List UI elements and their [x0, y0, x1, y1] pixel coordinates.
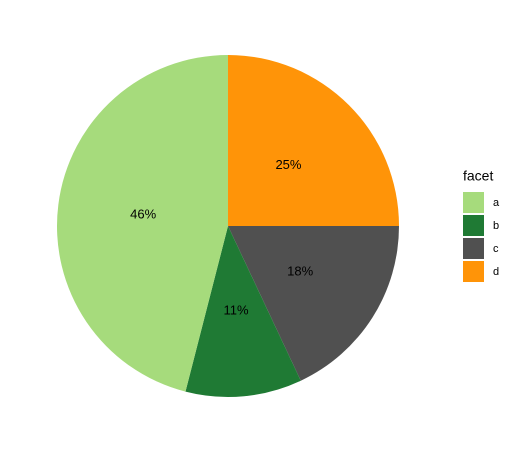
slice-label: 11%: [224, 303, 249, 318]
slice-label: 46%: [130, 207, 156, 222]
pie-slice: [228, 55, 399, 226]
legend-label: d: [493, 266, 499, 278]
legend-title: facet: [463, 168, 493, 184]
legend-label: b: [493, 220, 499, 232]
legend-label: a: [493, 197, 500, 209]
legend-key: [463, 238, 484, 259]
pie-slice: [228, 226, 399, 381]
legend-label: c: [493, 243, 499, 255]
legend-key: [463, 261, 484, 282]
legend-key: [463, 215, 484, 236]
legend-key: [463, 192, 484, 213]
pie-slice: [57, 55, 228, 392]
pie-slice: [185, 226, 301, 397]
slice-label: 25%: [275, 157, 301, 172]
slice-label: 18%: [287, 263, 313, 278]
